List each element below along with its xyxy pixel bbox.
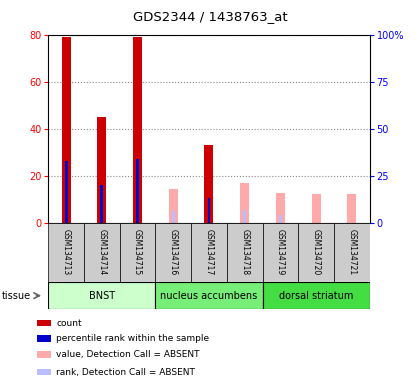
Bar — [172, 212, 175, 223]
Text: GSM134713: GSM134713 — [62, 229, 71, 276]
Bar — [37, 351, 51, 358]
Text: GSM134715: GSM134715 — [133, 229, 142, 276]
Text: count: count — [56, 319, 82, 328]
Bar — [97, 117, 106, 223]
Bar — [334, 223, 370, 282]
Text: BNST: BNST — [89, 291, 115, 301]
Text: GDS2344 / 1438763_at: GDS2344 / 1438763_at — [133, 10, 287, 23]
Bar — [169, 189, 178, 223]
Text: value, Detection Call = ABSENT: value, Detection Call = ABSENT — [56, 350, 200, 359]
Bar — [347, 195, 356, 223]
Bar — [133, 37, 142, 223]
Bar — [37, 335, 51, 342]
Bar — [120, 223, 155, 282]
Bar — [136, 159, 139, 223]
Bar — [279, 215, 282, 223]
Bar — [276, 193, 285, 223]
Text: dorsal striatum: dorsal striatum — [279, 291, 353, 301]
Bar — [262, 223, 298, 282]
Text: tissue: tissue — [2, 291, 31, 301]
Bar — [37, 319, 51, 326]
Bar — [84, 223, 120, 282]
Bar — [227, 223, 262, 282]
Bar — [155, 223, 191, 282]
Bar — [62, 37, 71, 223]
Text: nucleus accumbens: nucleus accumbens — [160, 291, 257, 301]
Bar — [100, 185, 103, 223]
Bar — [262, 282, 370, 309]
Bar — [312, 195, 320, 223]
Bar — [207, 198, 210, 223]
Bar — [48, 282, 155, 309]
Bar — [243, 210, 246, 223]
Bar — [298, 223, 334, 282]
Bar — [48, 223, 84, 282]
Bar — [205, 145, 213, 223]
Bar — [155, 282, 262, 309]
Bar — [191, 223, 227, 282]
Bar — [37, 369, 51, 376]
Text: GSM134714: GSM134714 — [97, 229, 106, 276]
Bar — [65, 161, 68, 223]
Bar — [240, 183, 249, 223]
Text: GSM134717: GSM134717 — [205, 229, 213, 276]
Text: percentile rank within the sample: percentile rank within the sample — [56, 334, 210, 343]
Text: GSM134721: GSM134721 — [347, 229, 356, 276]
Text: rank, Detection Call = ABSENT: rank, Detection Call = ABSENT — [56, 367, 195, 377]
Text: GSM134716: GSM134716 — [169, 229, 178, 276]
Text: GSM134718: GSM134718 — [240, 229, 249, 276]
Text: GSM134719: GSM134719 — [276, 229, 285, 276]
Text: GSM134720: GSM134720 — [312, 229, 320, 276]
